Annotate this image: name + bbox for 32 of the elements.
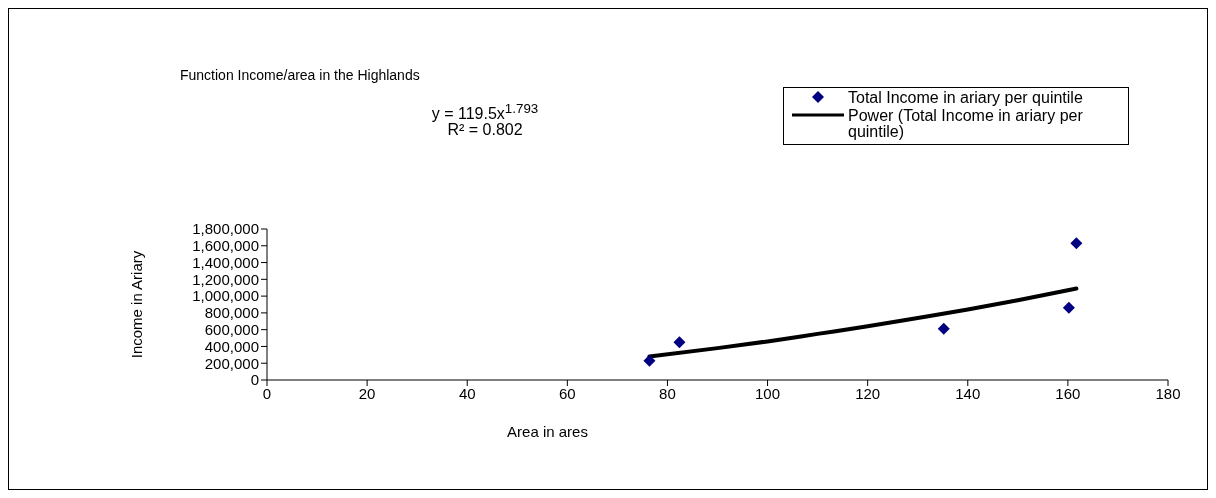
text: y = 119.5x$^{1.793}$ [430, 101, 540, 123]
x-tick-label: 140 [955, 384, 981, 402]
x-tick-label: 60 [558, 384, 576, 402]
point [1062, 301, 1075, 314]
x-tick-label: 40 [458, 384, 476, 402]
y-tick-label: 0 [250, 371, 259, 389]
x-tick-label: 100 [755, 384, 781, 402]
point [1070, 237, 1083, 250]
legend-label: Total Income in ariary per quintile [848, 89, 1083, 106]
x-tick-label: 20 [358, 384, 376, 402]
text: R² = 0.802 [446, 121, 524, 139]
y-tick-label: 1,400,000 [192, 253, 259, 271]
y-tick-label: 400,000 [204, 337, 259, 355]
x-tick-label: 0 [262, 384, 272, 402]
y-axis-title: Income in Ariary [128, 250, 146, 359]
y-tick-label: 1,000,000 [192, 287, 259, 305]
x-tick-label: 160 [1055, 384, 1081, 402]
y-tick-label: 600,000 [204, 320, 259, 338]
x-tick-label: 80 [659, 384, 676, 402]
x-tick-label: 120 [855, 384, 881, 402]
legend-label: Power (Total Income in ariary per quintile) [848, 107, 1084, 140]
point [937, 322, 950, 335]
point [673, 336, 686, 349]
x-tick-label: 180 [1155, 384, 1181, 402]
y-tick-label: 1,800,000 [192, 220, 259, 238]
chart-title: Function Income/area in the Highlands [180, 67, 420, 83]
x-axis-title: Area in ares [507, 423, 588, 440]
point [643, 354, 656, 367]
y-tick-label: 1,600,000 [192, 237, 259, 255]
y-tick-label: 1,200,000 [192, 270, 259, 288]
y-tick-label: 200,000 [204, 354, 259, 372]
y-tick-label: 800,000 [204, 304, 259, 322]
